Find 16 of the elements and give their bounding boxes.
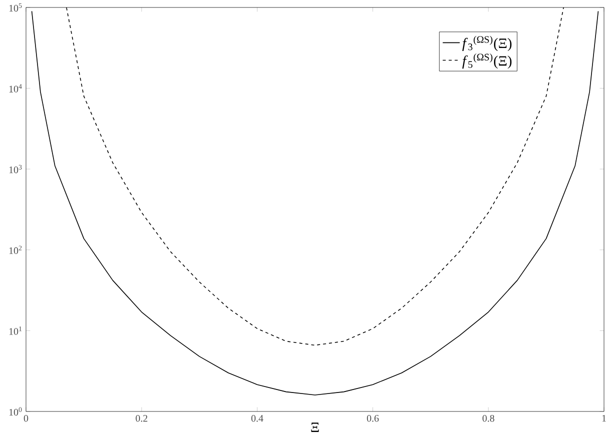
x-tick-label: 0.4 [251,414,264,422]
x-tick-label: 1 [602,414,606,422]
x-axis-title: Ξ [311,422,319,432]
y-tick-label: 10$^{0}$ [9,407,22,416]
legend-label: f$_{3}$$^{(ΩS)}$(Ξ) [462,36,512,51]
y-tick-label: 10$^{4}$ [9,84,22,92]
line-series [31,10,599,396]
x-tick-label: 0 [24,414,28,422]
y-tick-label: 10$^{3}$ [9,164,22,173]
y-tick-label: 10$^{1}$ [9,326,22,335]
y-tick-label: 10$^{5}$ [9,3,22,12]
y-tick-label: 10$^{2}$ [9,245,22,254]
x-tick-label: 0.8 [482,414,494,422]
legend-label: f$_{5}$$^{(ΩS)}$(Ξ) [462,53,512,68]
x-tick-label: 0.6 [366,414,379,422]
x-tick-label: 0.2 [136,414,148,422]
